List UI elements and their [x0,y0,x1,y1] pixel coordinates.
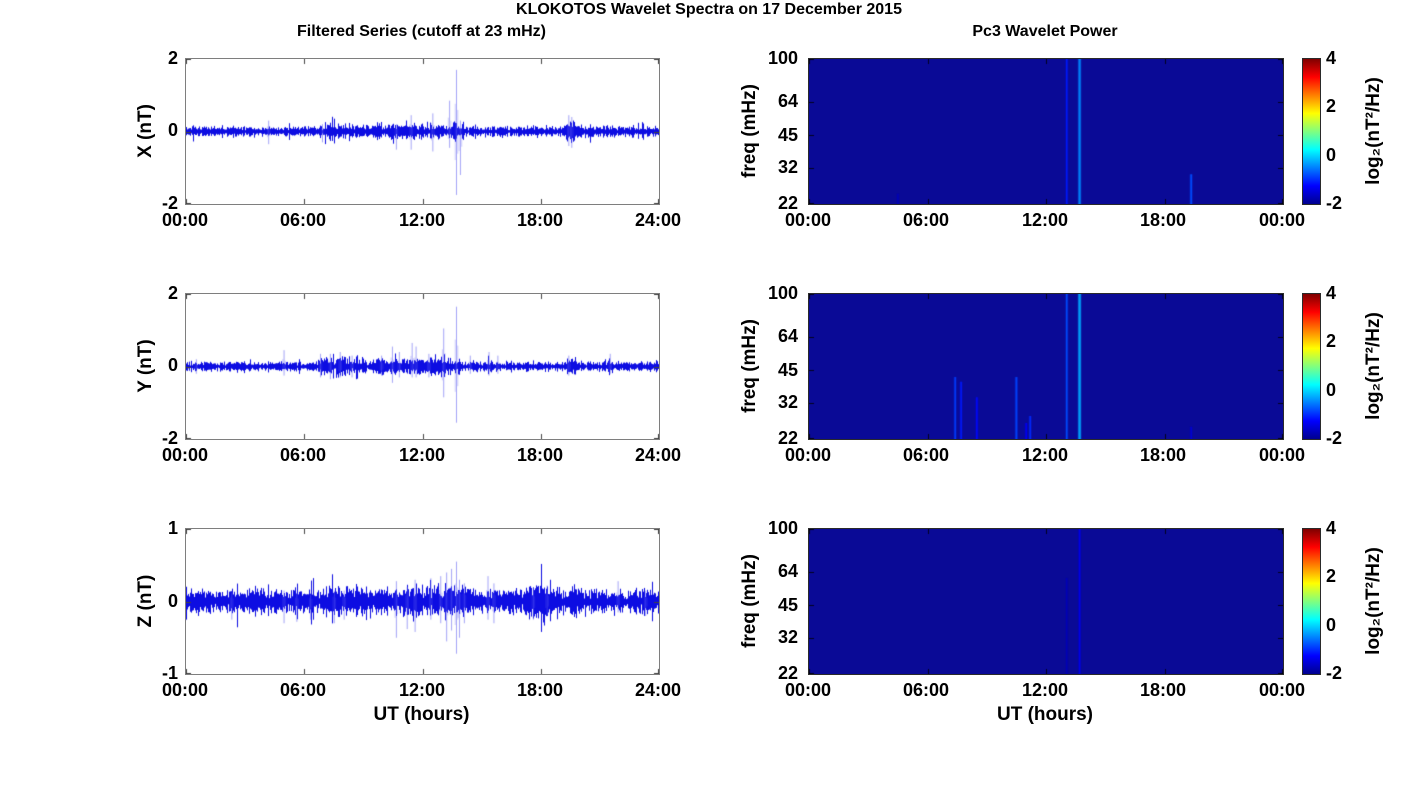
colorbar-z [1302,528,1321,675]
x-tick-label: 00:00 [161,210,209,230]
colorbar-tick-label: 0 [1326,145,1337,165]
x-tick-label: 12:00 [1021,210,1069,230]
x-tick-label: 00:00 [161,445,209,465]
x-tick-label: 00:00 [784,680,832,700]
y-tick-label: 2 [167,48,178,68]
y-axis-label-x: X (nT) [135,104,156,158]
x-tick-label: 18:00 [1139,210,1187,230]
z-series-plot [185,528,660,675]
freq-tick-label: 64 [777,326,798,346]
colorbar-tick-label: 4 [1326,283,1337,303]
freq-tick-label: 45 [777,125,798,145]
x-tick-label: 06:00 [902,445,950,465]
y-tick-label: 0 [167,591,178,611]
y-tick-label: -2 [161,193,178,213]
colorbar-tick-label: 2 [1326,96,1337,116]
freq-tick-label: 100 [767,283,798,303]
freq-tick-label: 22 [777,193,798,213]
colorbar-y [1302,293,1321,440]
x-tick-label: 06:00 [902,680,950,700]
x-tick-label: 18:00 [1139,680,1187,700]
freq-tick-label: 45 [777,360,798,380]
x-tick-label: 00:00 [1258,680,1306,700]
x-tick-label: 06:00 [279,680,327,700]
x-tick-label: 18:00 [1139,445,1187,465]
freq-tick-label: 32 [777,157,798,177]
freq-axis-label: freq (mHz) [739,319,760,413]
x-tick-label: 12:00 [1021,445,1069,465]
x-tick-label: 00:00 [784,445,832,465]
freq-tick-label: 64 [777,561,798,581]
x-tick-label: 24:00 [634,210,682,230]
x-axis-label-left: UT (hours) [373,704,470,725]
colorbar-tick-label: 4 [1326,48,1337,68]
freq-axis-label: freq (mHz) [739,84,760,178]
x-tick-label: 06:00 [279,445,327,465]
colorbar-tick-label: 4 [1326,518,1337,538]
colorbar-tick-label: 0 [1326,615,1337,635]
freq-tick-label: 64 [777,91,798,111]
x-tick-label: 18:00 [516,445,564,465]
y-tick-label: 0 [167,355,178,375]
colorbar-tick-label: 2 [1326,566,1337,586]
x-tick-label: 12:00 [1021,680,1069,700]
x-tick-label: 24:00 [634,680,682,700]
x-tick-label: 06:00 [279,210,327,230]
x-tick-label: 00:00 [161,680,209,700]
z-wavelet-plot [808,528,1284,675]
left-subtitle: Filtered Series (cutoff at 23 mHz) [297,23,546,40]
x-tick-label: 06:00 [902,210,950,230]
colorbar-axis-label: log₂(nT²/Hz) [1363,547,1384,655]
y-wavelet-plot [808,293,1284,440]
freq-tick-label: 22 [777,428,798,448]
x-axis-label-right: UT (hours) [996,704,1094,725]
colorbar-x [1302,58,1321,205]
colorbar-tick-label: 0 [1326,380,1337,400]
y-tick-label: 0 [167,120,178,140]
colorbar-axis-label: log₂(nT²/Hz) [1363,312,1384,420]
x-tick-label: 18:00 [516,210,564,230]
y-tick-label: 1 [167,518,178,538]
x-series-plot [185,58,660,205]
colorbar-axis-label: log₂(nT²/Hz) [1363,77,1384,185]
colorbar-tick-label: -2 [1326,193,1343,213]
x-tick-label: 12:00 [398,680,446,700]
x-tick-label: 00:00 [1258,445,1306,465]
x-tick-label: 24:00 [634,445,682,465]
freq-axis-label: freq (mHz) [739,554,760,648]
x-tick-label: 00:00 [784,210,832,230]
colorbar-tick-label: -2 [1326,663,1343,683]
freq-tick-label: 32 [777,627,798,647]
y-tick-label: -2 [161,428,178,448]
x-tick-label: 18:00 [516,680,564,700]
colorbar-tick-label: -2 [1326,428,1343,448]
y-axis-label-y: Y (nT) [135,339,156,393]
freq-tick-label: 22 [777,663,798,683]
y-series-plot [185,293,660,440]
y-axis-label-z: Z (nT) [135,574,156,628]
right-subtitle: Pc3 Wavelet Power [972,23,1118,40]
freq-tick-label: 45 [777,595,798,615]
colorbar-tick-label: 2 [1326,331,1337,351]
x-wavelet-plot [808,58,1284,205]
freq-tick-label: 100 [767,48,798,68]
freq-tick-label: 32 [777,392,798,412]
y-tick-label: 2 [167,283,178,303]
figure-title: KLOKOTOS Wavelet Spectra on 17 December … [516,1,902,18]
x-tick-label: 12:00 [398,445,446,465]
y-tick-label: -1 [161,663,178,683]
freq-tick-label: 100 [767,518,798,538]
x-tick-label: 00:00 [1258,210,1306,230]
x-tick-label: 12:00 [398,210,446,230]
